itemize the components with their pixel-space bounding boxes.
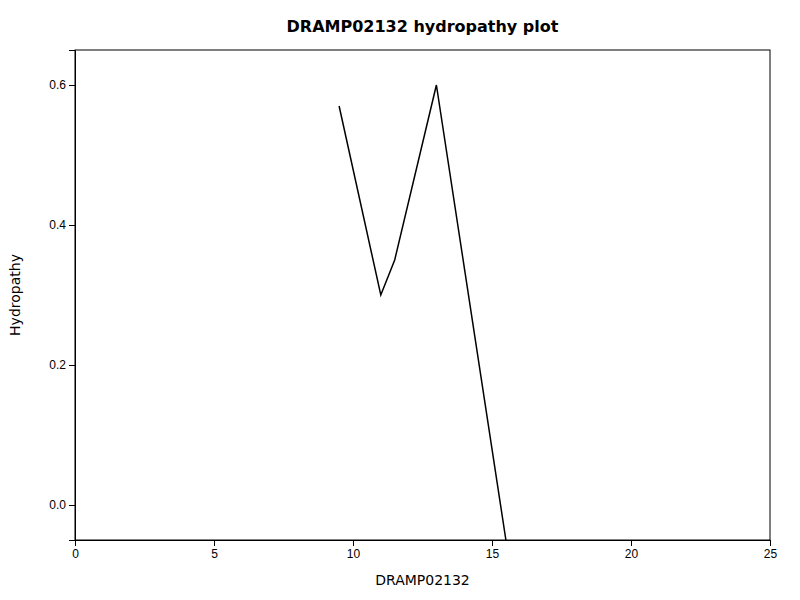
tick-mark [492,540,493,546]
tick-mark [69,225,75,226]
tick: 25 [764,540,778,561]
tick: 0.0 [49,498,75,512]
title: DRAMP02132 hydropathy plot [287,17,559,36]
plot-frame [75,50,770,540]
tick: 15 [486,540,500,561]
tick-label: 0.2 [49,358,66,372]
axis-line [69,51,76,541]
tick-label: 15 [486,547,500,561]
tick-mark [353,540,354,546]
axis-line [76,541,771,547]
marks [339,85,506,540]
tick-mark [770,540,771,546]
tick-label: 0.0 [49,498,66,512]
tick-label: 5 [211,547,218,561]
tick: 0.6 [49,78,75,92]
tick-mark [631,540,632,546]
tick-label: 25 [764,547,778,561]
tick: 20 [625,540,639,561]
tick-mark [69,85,75,86]
tick-label: 0.4 [49,218,66,232]
tick-mark [69,365,75,366]
tick-label: 10 [347,547,361,561]
tick-mark [69,505,75,506]
line [339,85,506,540]
tick: 0.2 [49,358,75,372]
tick-mark [214,540,215,546]
y-axis: 0.0 0.2 0.4 0.6 [49,51,75,541]
x-axis-title: DRAMP02132 [375,572,470,588]
tick: 5 [211,540,218,561]
tick-label: 0 [72,547,79,561]
tick-label: 20 [625,547,639,561]
tick: 10 [347,540,361,561]
tick: 0.4 [49,218,75,232]
tick: 0 [72,540,79,561]
x-axis: 0 5 10 15 20 25 [72,540,777,561]
tick-label: 0.6 [49,78,66,92]
chart: 0 5 10 15 20 25 0.0 0.2 0.4 0.6 DRAMP02132 hydropa… [0,0,800,600]
y-axis-title: Hydropathy [7,254,23,336]
plot: 0 5 10 15 20 25 0.0 0.2 0.4 0.6 [49,50,777,561]
